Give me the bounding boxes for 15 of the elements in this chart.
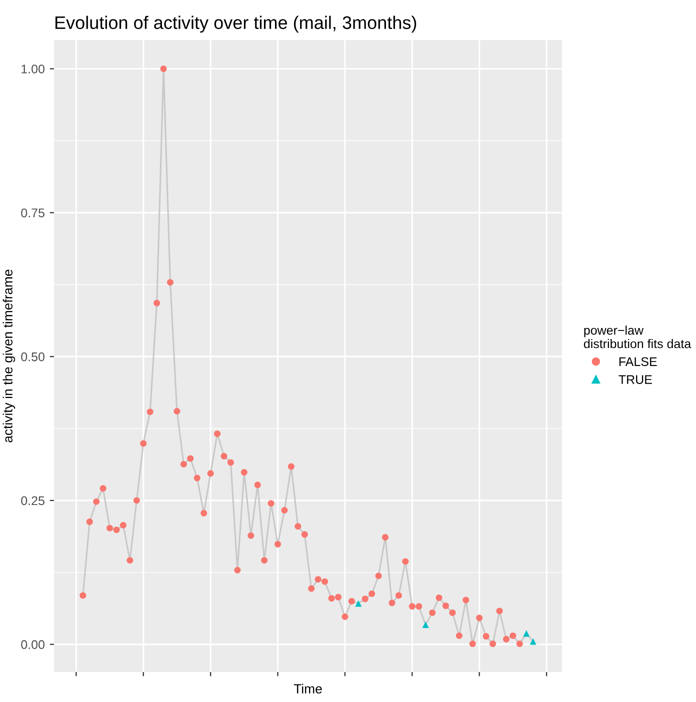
x-axis-title: Time xyxy=(294,684,322,694)
y-tick-label: 0.50 xyxy=(21,352,44,362)
chart-title: Evolution of activity over time (mail, 3months) xyxy=(55,16,416,33)
point xyxy=(530,638,536,645)
y-tick-label: 1.00 xyxy=(22,64,44,74)
legend-label: TRUE xyxy=(618,375,652,384)
point xyxy=(422,622,429,628)
y-tick-label: 0.25 xyxy=(21,496,44,506)
point xyxy=(355,600,362,607)
y-tick-label: 0.00 xyxy=(21,640,44,650)
y-axis-title: activity in the given timeframe xyxy=(2,270,16,442)
y-tick-label: 0.75 xyxy=(21,208,44,218)
point xyxy=(523,630,530,637)
legend-label: FALSE xyxy=(619,357,657,366)
legend-title: power−law distribution fits data xyxy=(584,326,692,348)
